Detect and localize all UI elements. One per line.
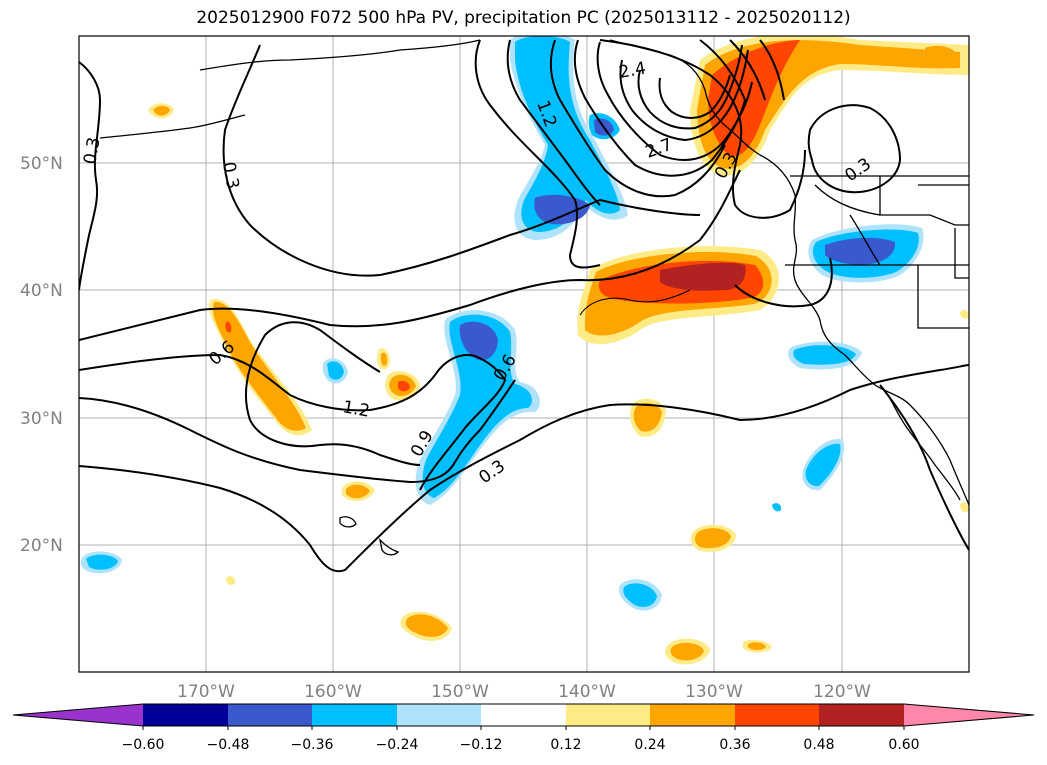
colorbar-tick-label: −0.48 bbox=[207, 737, 250, 753]
pv-contour bbox=[596, 41, 753, 161]
contour-label: 0.3 bbox=[80, 136, 104, 166]
precip-blob bbox=[86, 554, 118, 570]
colorbar-tick-label: 0.12 bbox=[550, 737, 581, 753]
colorbar-bin bbox=[735, 704, 819, 726]
precip-blob bbox=[515, 36, 620, 232]
colorbar-bin bbox=[481, 704, 566, 726]
precip-blob bbox=[793, 345, 856, 365]
colorbar-tick-label: 0.60 bbox=[888, 737, 919, 753]
map-area: 0.3 0.3 0.6 1.2 0.9 0.6 0.3 1.2 2.4 2.7 … bbox=[79, 36, 969, 672]
pv-contour bbox=[879, 384, 969, 551]
precip-blob bbox=[748, 642, 766, 650]
contour-label: 2.4 bbox=[617, 59, 647, 83]
lat-label: 50°N bbox=[20, 154, 63, 174]
pv-contours bbox=[79, 39, 969, 573]
lon-label: 120°W bbox=[813, 682, 871, 702]
pv-contour bbox=[549, 39, 726, 198]
pv-contour bbox=[244, 321, 381, 421]
precip-blob bbox=[805, 443, 841, 487]
precip-blob bbox=[825, 237, 896, 265]
lat-label: 20°N bbox=[20, 536, 63, 556]
colorbar-tick-label: 0.48 bbox=[803, 737, 834, 753]
pv-contour bbox=[79, 353, 507, 491]
colorbar-bin bbox=[566, 704, 650, 726]
lat-label: 30°N bbox=[20, 409, 63, 429]
precip-blob bbox=[327, 361, 344, 380]
pv-contour bbox=[734, 257, 833, 308]
precip-blob bbox=[695, 528, 731, 549]
precip-blob bbox=[660, 262, 746, 291]
map-frame bbox=[78, 35, 970, 673]
precip-blob bbox=[925, 45, 955, 57]
precip-blob bbox=[380, 352, 388, 366]
pv-contour bbox=[79, 379, 516, 484]
precip-blob bbox=[960, 502, 969, 513]
colorbar-tick-label: −0.60 bbox=[122, 737, 165, 753]
colorbar-bin bbox=[650, 704, 735, 726]
colorbar-bin bbox=[143, 704, 228, 726]
pv-contour bbox=[474, 39, 601, 269]
pv-contour bbox=[222, 44, 701, 277]
precip-blob bbox=[226, 576, 236, 586]
pv-contour bbox=[79, 61, 102, 291]
pv-contour bbox=[699, 39, 746, 101]
colorbar-tick-label: −0.24 bbox=[376, 737, 419, 753]
precip-blob bbox=[623, 583, 657, 608]
lon-label: 130°W bbox=[685, 682, 743, 702]
pv-contour bbox=[807, 104, 902, 194]
colorbar-tick-label: 0.36 bbox=[719, 737, 750, 753]
precip-blob bbox=[405, 614, 448, 637]
precip-blob bbox=[398, 380, 410, 392]
precip-blob bbox=[960, 310, 969, 319]
precip-blob bbox=[153, 105, 170, 116]
pv-contour bbox=[729, 39, 766, 101]
pv-contour bbox=[579, 289, 691, 316]
lon-label: 150°W bbox=[431, 682, 489, 702]
pv-contour bbox=[599, 39, 806, 219]
contour-label: 0.3 bbox=[218, 160, 242, 190]
precip-blob bbox=[346, 484, 370, 499]
precip-blob bbox=[633, 402, 662, 432]
colorbar-tick-label: −0.36 bbox=[291, 737, 334, 753]
precip-blob bbox=[670, 642, 704, 661]
precip-negative-shading bbox=[80, 36, 924, 611]
contour-label: 1.2 bbox=[341, 397, 371, 421]
pv-contour bbox=[79, 169, 741, 341]
colorbar-bin bbox=[397, 704, 481, 726]
lat-label: 40°N bbox=[20, 281, 63, 301]
map-title: 2025012900 F072 500 hPa PV, precipitatio… bbox=[196, 8, 851, 28]
colorbar-bin bbox=[228, 704, 312, 726]
lon-label: 160°W bbox=[304, 682, 362, 702]
pv-contour bbox=[573, 39, 746, 177]
colorbar-bin bbox=[819, 704, 904, 726]
lon-label: 140°W bbox=[558, 682, 616, 702]
lat-axis-labels: 50°N 40°N 30°N 20°N bbox=[20, 154, 63, 556]
colorbar-tick-label: −0.12 bbox=[460, 737, 503, 753]
colorbar-extend-low bbox=[13, 704, 143, 726]
pv-contour bbox=[658, 74, 731, 119]
contour-label: 0.3 bbox=[841, 154, 875, 186]
colorbar: −0.60 −0.48 −0.36 −0.24 −0.12 0.12 0.24 … bbox=[12, 703, 1035, 753]
pv-contour bbox=[759, 39, 785, 101]
precip-blob bbox=[213, 301, 306, 431]
colorbar-tick-label: 0.24 bbox=[634, 737, 665, 753]
precip-blob bbox=[459, 321, 498, 361]
lon-axis-labels: 170°W 160°W 150°W 140°W 130°W 120°W bbox=[177, 682, 871, 702]
precip-blob bbox=[772, 503, 782, 512]
colorbar-bin bbox=[312, 704, 397, 726]
pv-contour bbox=[637, 44, 743, 130]
colorbar-extend-high bbox=[904, 704, 1034, 726]
pv-contour bbox=[79, 364, 969, 573]
colorbar-ticks bbox=[142, 726, 905, 730]
pv-contour bbox=[619, 49, 749, 142]
pv-contour bbox=[249, 419, 421, 466]
pv-contour bbox=[506, 39, 601, 206]
lon-label: 170°W bbox=[177, 682, 235, 702]
precip-blob bbox=[422, 314, 532, 498]
precip-blob bbox=[225, 321, 232, 333]
colorbar-tick-labels: −0.60 −0.48 −0.36 −0.24 −0.12 0.12 0.24 … bbox=[122, 737, 920, 753]
